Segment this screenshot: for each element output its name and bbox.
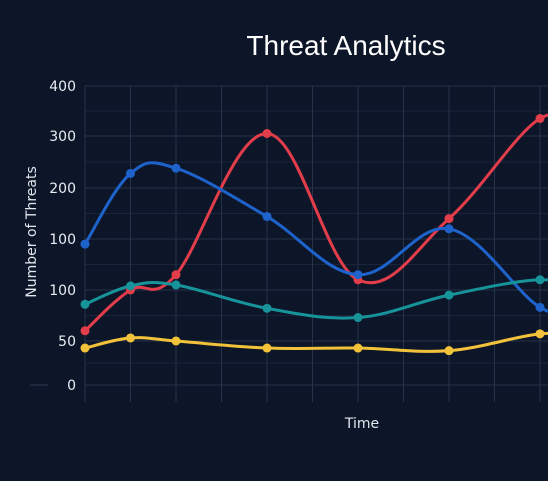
series-3-point <box>126 281 135 291</box>
series-4-point <box>353 343 363 353</box>
series-3-point <box>535 275 545 285</box>
series-2-point <box>171 163 181 173</box>
y-tick-label: 100 <box>49 283 76 299</box>
series-4-point <box>126 333 135 343</box>
series-points <box>80 114 545 356</box>
series-1-point <box>171 270 181 280</box>
y-tick-label: 200 <box>49 181 76 197</box>
y-tick-label: 100 <box>49 232 76 248</box>
series-4-point <box>444 346 454 356</box>
series-4-line <box>83 331 548 353</box>
series-3-point <box>171 280 181 290</box>
y-tick-label: 400 <box>49 79 76 95</box>
series-2-point <box>126 168 135 178</box>
y-tick-label: 50 <box>58 334 76 350</box>
series-3-point <box>80 299 90 309</box>
series-4-point <box>262 343 272 353</box>
series-lines <box>83 113 548 353</box>
series-2-point <box>353 270 363 280</box>
series-1-point <box>80 326 90 336</box>
series-2-point <box>262 212 272 222</box>
series-2-point <box>80 239 90 249</box>
series-2-line <box>83 161 548 314</box>
series-3-point <box>444 290 454 300</box>
series-4-point <box>80 343 90 353</box>
y-axis-ticks: 400 300 200 100 100 50 0 <box>49 79 76 394</box>
series-4-point <box>535 329 545 339</box>
y-tick-label: 0 <box>67 378 76 394</box>
series-2-point <box>535 302 545 312</box>
chart-title: Threat Analytics <box>246 30 445 61</box>
y-tick-label: 300 <box>49 129 76 145</box>
grid <box>30 85 548 402</box>
series-3-point <box>353 313 363 323</box>
series-2-point <box>444 224 454 234</box>
series-1-point <box>444 214 454 224</box>
series-1-point <box>535 114 545 123</box>
series-4-point <box>171 336 181 346</box>
y-axis-label: Number of Threats <box>24 166 40 297</box>
x-axis-label: Time <box>344 416 379 432</box>
series-1-line <box>83 113 548 333</box>
series-3-line <box>83 278 548 320</box>
series-1-point <box>262 129 272 138</box>
series-3-point <box>262 303 272 313</box>
